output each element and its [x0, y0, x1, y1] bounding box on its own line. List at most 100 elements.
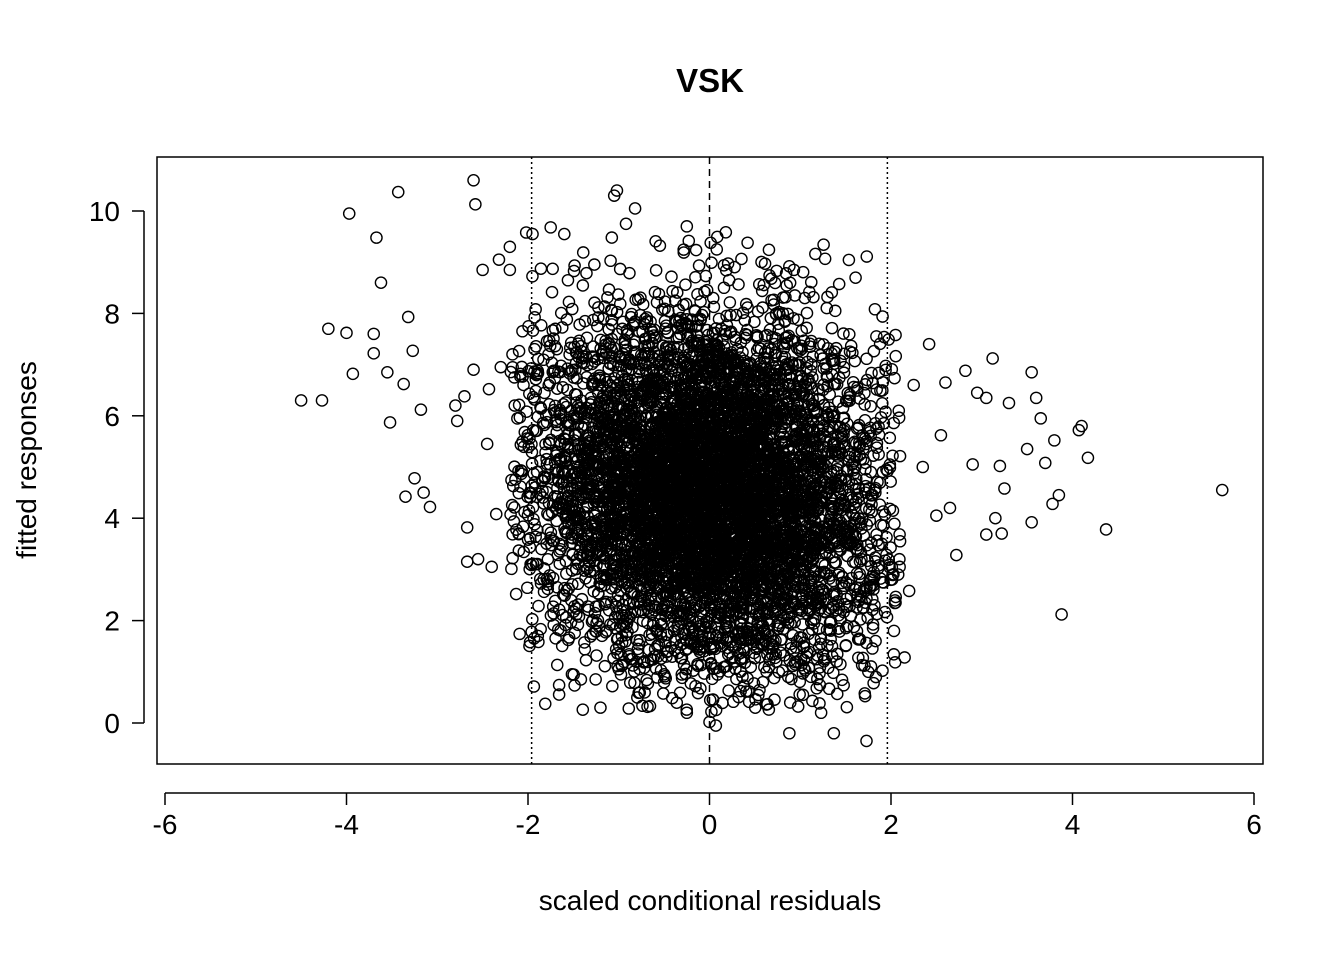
data-point	[512, 544, 526, 557]
data-point	[721, 257, 735, 270]
data-point	[656, 687, 670, 700]
data-point	[631, 691, 644, 704]
data-point	[756, 675, 770, 689]
data-point	[661, 357, 675, 371]
data-point	[605, 231, 619, 244]
data-point	[593, 373, 607, 387]
data-point	[847, 463, 860, 477]
data-point	[637, 654, 651, 668]
data-point	[534, 622, 547, 636]
data-point	[799, 413, 813, 426]
data-point	[780, 336, 794, 349]
data-point	[546, 600, 560, 613]
data-point	[779, 267, 793, 280]
data-point	[804, 275, 818, 289]
data-point	[879, 363, 892, 377]
data-point	[542, 508, 556, 522]
data-point	[870, 441, 884, 454]
data-point	[623, 676, 637, 689]
data-point	[852, 421, 865, 434]
data-point	[570, 602, 583, 615]
data-point	[851, 595, 865, 609]
data-point	[530, 424, 544, 438]
data-point	[854, 613, 867, 626]
data-point	[795, 324, 809, 338]
data-point	[853, 633, 867, 646]
data-point	[543, 339, 557, 353]
data-point	[834, 427, 848, 440]
data-point	[611, 569, 624, 583]
data-point	[623, 266, 636, 280]
data-point	[527, 512, 540, 526]
data-point	[640, 311, 654, 324]
data-point	[644, 591, 658, 605]
data-point	[589, 673, 602, 686]
data-point	[573, 548, 587, 562]
data-point	[800, 306, 814, 320]
data-point	[549, 632, 562, 645]
data-point	[540, 485, 554, 499]
data-point	[766, 639, 780, 652]
data-point	[506, 551, 519, 565]
data-point	[771, 317, 785, 331]
data-point	[536, 416, 550, 430]
data-point	[837, 327, 850, 340]
data-point	[598, 578, 611, 592]
data-point	[878, 605, 892, 619]
data-point	[839, 394, 853, 407]
data-point	[554, 365, 567, 379]
data-point	[849, 556, 862, 569]
data-point	[692, 259, 706, 272]
data-point	[738, 331, 752, 345]
data-point	[508, 460, 521, 474]
data-point	[565, 302, 579, 316]
data-point	[598, 659, 612, 673]
data-point	[707, 300, 721, 314]
data-point	[886, 504, 900, 517]
data-point	[892, 404, 906, 418]
data-point	[780, 330, 794, 344]
data-point	[860, 250, 874, 263]
data-point	[574, 673, 588, 686]
data-point	[857, 453, 870, 466]
data-point	[780, 279, 793, 292]
data-point	[720, 309, 733, 323]
data-point	[884, 573, 897, 587]
data-point	[648, 285, 662, 299]
data-point	[859, 378, 872, 391]
data-point	[578, 314, 592, 328]
data-point	[706, 291, 720, 305]
data-point	[526, 612, 539, 626]
data-point	[770, 264, 783, 278]
data-point	[694, 584, 707, 598]
data-point	[557, 481, 571, 495]
data-point	[852, 651, 865, 665]
data-point	[888, 371, 901, 385]
data-point	[875, 397, 889, 410]
data-point	[783, 696, 797, 709]
data-point	[555, 639, 569, 653]
data-point	[885, 363, 899, 376]
data-point	[879, 359, 892, 373]
data-point	[525, 625, 538, 639]
data-point	[849, 271, 862, 284]
data-point	[766, 330, 779, 344]
data-point	[887, 416, 901, 430]
data-point	[526, 500, 540, 514]
data-point	[772, 323, 786, 337]
data-point	[768, 276, 782, 290]
data-point	[830, 377, 844, 391]
data-point	[548, 322, 562, 336]
data-point	[586, 613, 600, 627]
data-point	[528, 311, 541, 324]
data-point	[858, 687, 872, 700]
data-point	[858, 414, 872, 427]
data-point	[712, 312, 726, 326]
data-point	[532, 599, 545, 613]
data-point	[689, 243, 703, 257]
data-point	[768, 346, 782, 359]
data-point	[634, 572, 648, 586]
data-point	[882, 553, 896, 566]
data-point	[717, 364, 730, 378]
data-point	[880, 530, 893, 544]
